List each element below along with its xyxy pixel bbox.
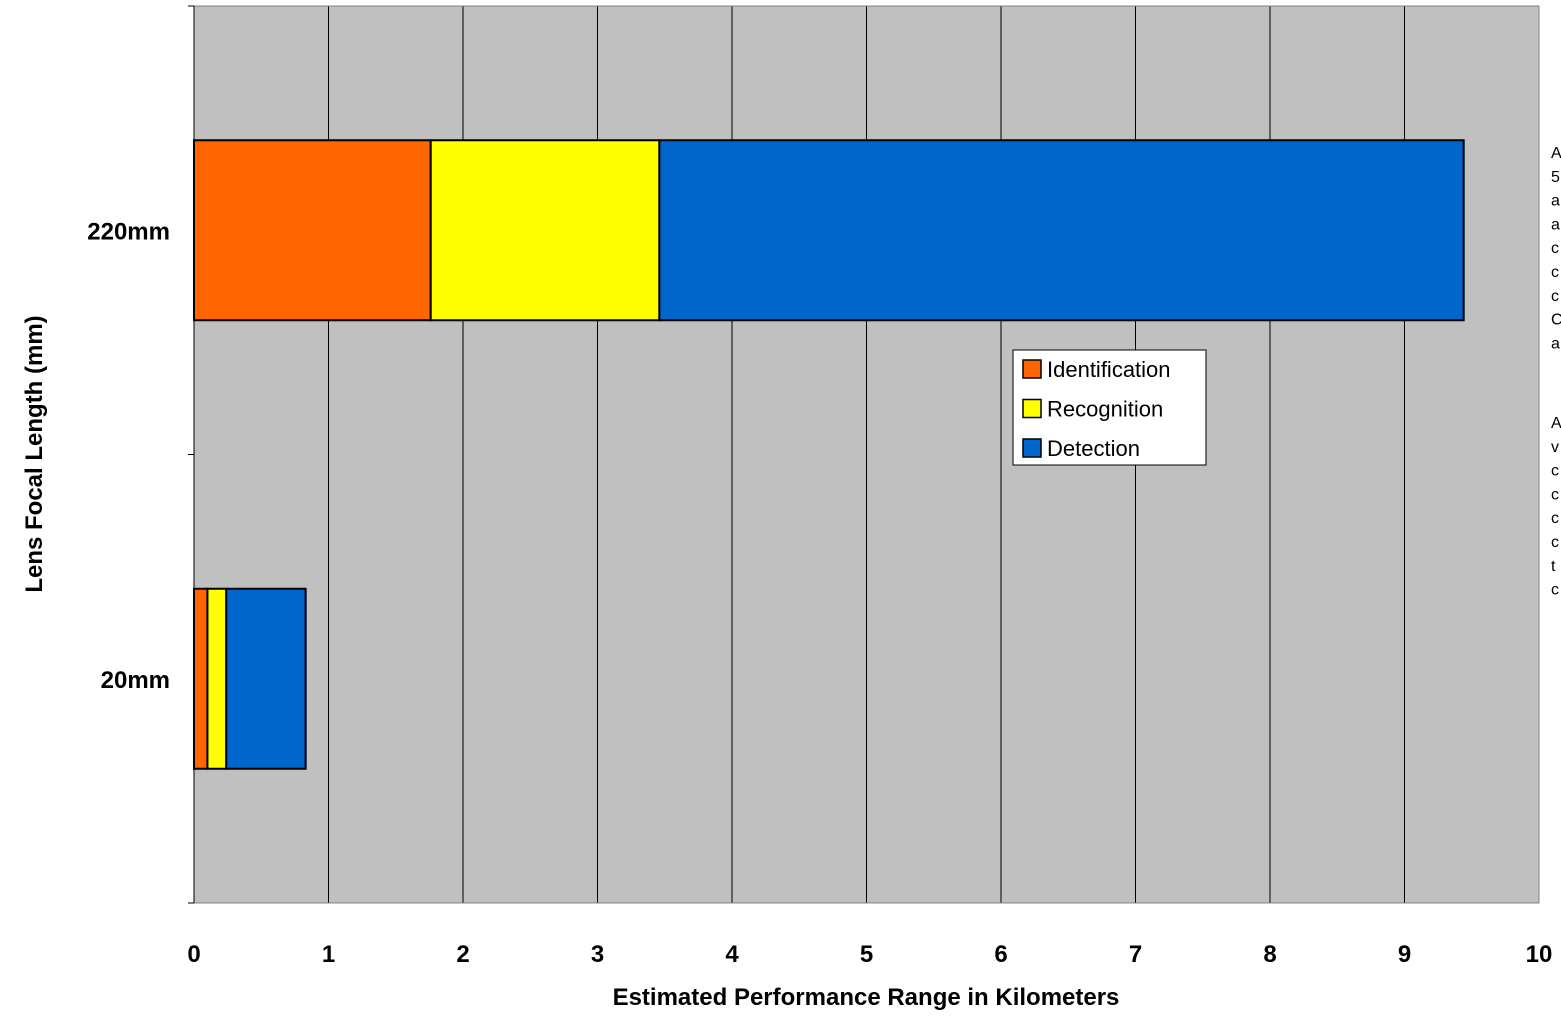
- side-note-char: C: [1551, 312, 1561, 329]
- side-note-char: c: [1551, 486, 1559, 503]
- side-note-char: c: [1551, 288, 1559, 305]
- x-tick-label-0: 0: [187, 941, 200, 968]
- side-note-char: 5: [1551, 169, 1560, 186]
- side-note-char: A: [1551, 145, 1561, 162]
- legend: Identification Recognition Detection: [1012, 349, 1207, 466]
- side-note-char: c: [1551, 463, 1559, 480]
- y-axis-ticks: [188, 5, 194, 904]
- bar-20mm-recognition: [206, 587, 228, 770]
- x-tick-label-8: 8: [1263, 941, 1276, 968]
- bar-220mm-identification: [193, 139, 432, 322]
- legend-swatch-detection: [1022, 438, 1042, 458]
- side-note-char: c: [1551, 240, 1559, 257]
- x-tick-labels: 0 1 2 3 4 5 6 7 8 9 10: [187, 941, 1552, 968]
- side-note-char: c: [1551, 264, 1559, 281]
- side-note-char: t: [1551, 558, 1556, 575]
- side-note-char: v: [1551, 439, 1559, 456]
- category-label-20mm: 20mm: [101, 667, 170, 694]
- y-axis-title: Lens Focal Length (mm): [21, 315, 48, 592]
- bar-20mm-identification: [193, 587, 209, 770]
- category-label-220mm: 220mm: [87, 218, 170, 245]
- side-note-char: A: [1551, 415, 1561, 432]
- x-tick-label-7: 7: [1129, 941, 1142, 968]
- x-tick-label-2: 2: [456, 941, 469, 968]
- x-tick-label-1: 1: [322, 941, 335, 968]
- legend-swatch-recognition: [1022, 398, 1042, 419]
- side-note-char: c: [1551, 510, 1559, 527]
- side-note-char: a: [1551, 193, 1560, 210]
- side-note-char: a: [1551, 216, 1560, 233]
- legend-label-detection: Detection: [1047, 436, 1140, 461]
- legend-box: [1012, 349, 1207, 466]
- x-axis-title: Estimated Performance Range in Kilometer…: [613, 984, 1120, 1011]
- legend-label-recognition: Recognition: [1047, 397, 1163, 422]
- legend-swatch-identification: [1022, 359, 1042, 379]
- x-tick-label-5: 5: [860, 941, 873, 968]
- side-note-char: c: [1551, 582, 1559, 599]
- x-tick-label-4: 4: [725, 941, 739, 968]
- x-tick-label-3: 3: [591, 941, 604, 968]
- side-note-char: c: [1551, 534, 1559, 551]
- x-tick-label-9: 9: [1398, 941, 1411, 968]
- bar-220mm-recognition: [429, 139, 661, 322]
- x-tick-label-6: 6: [994, 941, 1007, 968]
- x-tick-label-10: 10: [1526, 941, 1553, 968]
- category-labels: 220mm 20mm: [87, 218, 170, 694]
- bar-20mm-detection: [225, 587, 307, 770]
- side-note-char: a: [1551, 335, 1560, 352]
- legend-label-identification: Identification: [1047, 357, 1171, 382]
- bars: [193, 139, 1465, 770]
- bar-220mm-detection: [658, 139, 1465, 322]
